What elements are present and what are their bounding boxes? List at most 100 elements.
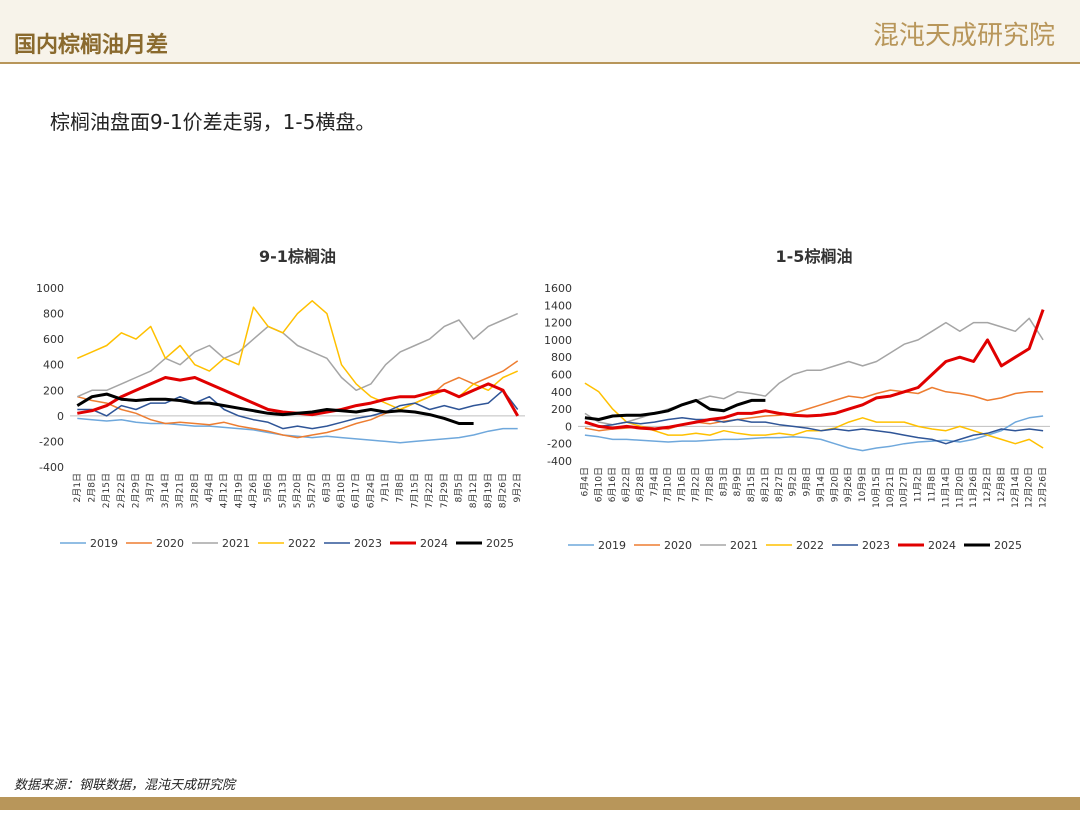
legend-label: 2021	[730, 539, 758, 552]
logo: 混沌天成研究院	[873, 21, 1055, 51]
series-line	[77, 312, 518, 398]
x-tick-label: 3月7日	[145, 473, 156, 502]
x-tick-label: 4月19日	[233, 473, 244, 508]
legend-label: 2020	[664, 539, 692, 552]
x-tick-label: 2月1日	[72, 473, 83, 502]
y-tick-label: 1600	[544, 282, 572, 295]
x-tick-label: 6月28日	[635, 467, 646, 502]
x-tick-label: 6月10日	[336, 473, 347, 508]
x-tick-label: 8月15日	[746, 467, 757, 502]
x-tick-label: 9月8日	[802, 467, 813, 496]
x-tick-label: 5月27日	[307, 473, 318, 508]
x-tick-label: 10月21日	[885, 467, 896, 508]
series-line	[584, 309, 1045, 431]
x-tick-label: 4月12日	[219, 473, 230, 508]
y-tick-label: 400	[43, 359, 64, 372]
x-tick-label: 12月14日	[1010, 467, 1021, 508]
legend-label: 2019	[90, 537, 118, 550]
y-tick-label: 400	[551, 386, 572, 399]
y-tick-label: 0	[57, 410, 64, 423]
series-line	[584, 386, 1044, 432]
x-tick-label: 8月5日	[453, 473, 464, 502]
y-tick-label: 800	[551, 351, 572, 364]
y-tick-label: 1400	[544, 299, 572, 312]
x-tick-label: 7月8日	[395, 473, 406, 502]
x-tick-label: 7月22日	[691, 467, 702, 502]
x-tick-label: 6月16日	[607, 467, 618, 502]
series-line	[584, 382, 1044, 449]
series-line	[77, 360, 519, 439]
series-line	[77, 389, 519, 430]
x-tick-label: 2月22日	[116, 473, 127, 508]
x-tick-label: 12月20日	[1024, 467, 1035, 508]
x-tick-label: 8月19日	[483, 473, 494, 508]
legend-label: 2024	[420, 537, 448, 550]
chart-title: 9-1棕榈油	[259, 247, 336, 266]
x-tick-label: 11月2日	[913, 467, 924, 502]
x-tick-label: 2月29日	[131, 473, 142, 508]
x-tick-label: 8月27日	[774, 467, 785, 502]
y-tick-label: -200	[39, 435, 64, 448]
x-tick-label: 7月29日	[439, 473, 450, 508]
x-tick-label: 5月20日	[292, 473, 303, 508]
x-tick-label: 12月8日	[996, 467, 1007, 502]
x-tick-label: 6月24日	[365, 473, 376, 508]
legend-label: 2023	[862, 539, 890, 552]
x-tick-label: 10月9日	[857, 467, 868, 502]
legend-label: 2022	[288, 537, 316, 550]
y-tick-label: 200	[43, 384, 64, 397]
x-tick-label: 7月15日	[409, 473, 420, 508]
x-tick-label: 11月14日	[940, 467, 951, 508]
x-tick-label: 8月12日	[468, 473, 479, 508]
x-tick-label: 7月22日	[424, 473, 435, 508]
header-title: 国内棕榈油月差	[14, 32, 168, 58]
series-line	[584, 417, 1044, 445]
chart-title: 1-5棕榈油	[776, 247, 853, 266]
x-tick-label: 7月16日	[677, 467, 688, 502]
footer-bar	[0, 797, 1080, 810]
x-tick-label: 8月26日	[497, 473, 508, 508]
x-tick-label: 6月17日	[351, 473, 362, 508]
x-tick-label: 6月3日	[321, 473, 332, 502]
x-tick-label: 4月4日	[204, 473, 215, 502]
x-tick-label: 11月20日	[954, 467, 965, 508]
legend-label: 2020	[156, 537, 184, 550]
x-tick-label: 8月3日	[718, 467, 729, 496]
y-tick-label: -400	[39, 461, 64, 474]
y-tick-label: -200	[547, 438, 572, 451]
legend-label: 2024	[928, 539, 956, 552]
x-tick-label: 9月14日	[815, 467, 826, 502]
x-tick-label: 3月21日	[175, 473, 186, 508]
legend-label: 2025	[994, 539, 1022, 552]
x-tick-label: 8月21日	[760, 467, 771, 502]
y-tick-label: 1000	[544, 334, 572, 347]
x-tick-label: 11月8日	[927, 467, 938, 502]
y-tick-label: -400	[547, 455, 572, 468]
y-tick-label: 600	[43, 333, 64, 346]
x-tick-label: 8月9日	[732, 467, 743, 496]
x-tick-label: 5月13日	[277, 473, 288, 508]
x-tick-label: 7月28日	[704, 467, 715, 502]
series-line	[77, 376, 520, 417]
x-tick-label: 12月2日	[982, 467, 993, 502]
x-tick-label: 10月15日	[871, 467, 882, 508]
legend-label: 2022	[796, 539, 824, 552]
legend-label: 2019	[598, 539, 626, 552]
y-tick-label: 600	[551, 369, 572, 382]
legend-label: 2025	[486, 537, 514, 550]
x-tick-label: 7月4日	[649, 467, 660, 496]
x-tick-label: 12月26日	[1038, 467, 1049, 508]
x-tick-label: 6月4日	[579, 467, 590, 496]
x-tick-label: 9月2日	[788, 467, 799, 496]
x-tick-label: 10月27日	[899, 467, 910, 508]
x-tick-label: 3月14日	[160, 473, 171, 508]
x-tick-label: 4月26日	[248, 473, 259, 508]
y-tick-label: 0	[565, 420, 572, 433]
x-tick-label: 9月26日	[843, 467, 854, 502]
x-tick-label: 6月22日	[621, 467, 632, 502]
series-line	[77, 417, 518, 444]
x-tick-label: 9月20日	[829, 467, 840, 502]
series-line	[584, 398, 766, 421]
legend-label: 2021	[222, 537, 250, 550]
